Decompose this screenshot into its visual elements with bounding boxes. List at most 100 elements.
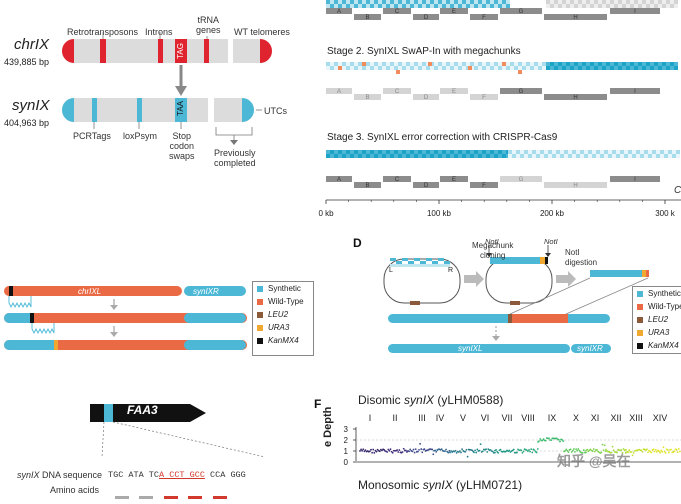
synixl-label: synIXL [458, 344, 483, 353]
chunk-box [440, 176, 468, 182]
chunk-letter: I [634, 177, 636, 183]
chunk-letter: G [519, 177, 524, 183]
left-telomere [62, 39, 74, 63]
chunk-letter: A [337, 9, 341, 15]
legend-swatch [257, 337, 263, 344]
chunk-letter: H [573, 15, 577, 21]
chunk-box [544, 14, 607, 20]
chunk-box [544, 182, 607, 188]
chunk-letter: A [337, 89, 341, 95]
amino-acid-row [115, 486, 245, 499]
chunk-box [610, 176, 660, 182]
noti-label-1: NotI [485, 237, 499, 246]
legend-label: LEU2 [648, 315, 669, 324]
legend-label: LEU2 [268, 310, 289, 319]
chromosome-numeral: IX [548, 413, 557, 423]
pcrtag-mark [92, 98, 97, 122]
axis-tick-label: 200 kb [540, 209, 565, 218]
y-tick-label: 1 [344, 447, 349, 456]
chunk-box [440, 88, 468, 94]
megachunk-tracks: A B C D E F G H I A B C D E F G H I A B C D E F G H I 0 kb 100 kb 200… [318, 0, 681, 218]
synix-bar [62, 98, 252, 122]
chunk-box [544, 94, 607, 100]
plasmid-r: R [448, 267, 453, 274]
chunk-letter: D [424, 15, 429, 21]
retrotransposon-mark [100, 39, 106, 63]
chromosome-numeral: XII [610, 413, 621, 423]
chunk-box [354, 94, 381, 100]
legend-swatch [637, 342, 643, 349]
legend-item: Wild-Type [633, 300, 681, 313]
legend-label: KanMX4 [268, 336, 299, 345]
stage3-title: Stage 3. SynIXL error correction with CR… [327, 132, 558, 143]
chunk-box [326, 8, 352, 14]
watermark: 知乎 @吴在 [557, 453, 631, 469]
chromosome-numeral: XI [591, 413, 600, 423]
synixr-label: synIXR [193, 287, 219, 296]
chunk-letter: E [452, 89, 456, 95]
chunk-box [500, 88, 542, 94]
legend-item: URA3 [253, 321, 313, 334]
y-tick-label: 2 [344, 436, 349, 445]
chunk-letter: H [573, 183, 577, 189]
chunk-box [470, 182, 498, 188]
chunk-letter: A [337, 177, 341, 183]
wt-telomeres-label: WT telomeres [234, 27, 290, 37]
plasmid1-checker [390, 258, 450, 267]
legend-d: Synthetic Wild-Type LEU2 URA3 KanMX4 [632, 286, 681, 354]
chunk-box [326, 88, 352, 94]
chromosome-numeral: I [369, 413, 372, 423]
chromosome-numeral: II [392, 413, 397, 423]
legend-swatch [257, 324, 263, 331]
chunk-box [413, 182, 439, 188]
chunk-letter: F [482, 15, 486, 21]
amino-acids-label: Amino acids [50, 485, 100, 495]
legend-item: Synthetic [253, 282, 313, 295]
legend-swatch [257, 311, 263, 318]
chunk-letter: F [482, 183, 486, 189]
panel-d-letter: D [353, 236, 362, 250]
taa-codon-text: TAA [176, 101, 185, 116]
chromosome-numeral: X [573, 413, 579, 423]
legend-swatch [257, 298, 263, 305]
chunk-letter: B [365, 95, 369, 101]
chromosome-numeral: V [460, 413, 466, 423]
chromosome-numeral: VI [481, 413, 490, 423]
chrixl-label: chrIXL [78, 287, 102, 296]
chunk-letter: F [482, 95, 486, 101]
megachunk-cloning-label: Megachunk cloning [472, 241, 514, 260]
dna-sequence: TGC ATA TCA CCT GCC CCA GGG [108, 470, 246, 480]
chunk-letter: B [365, 15, 369, 21]
chunk-letter: D [424, 183, 429, 189]
tag-codon-text: TAG [176, 43, 185, 59]
legend-c: Synthetic Wild-Type LEU2 URA3 KanMX4 [252, 281, 314, 356]
faa3-label: FAA3 [127, 403, 158, 417]
chromosome-numeral: III [418, 413, 426, 423]
chunk-box [326, 176, 352, 182]
legend-label: Wild-Type [648, 302, 681, 311]
chunk-box [383, 176, 411, 182]
chromosome-numeral: VIII [521, 413, 535, 423]
legend-item: URA3 [633, 326, 681, 339]
y-tick-label: 3 [344, 425, 349, 434]
chunk-box [413, 94, 439, 100]
legend-swatch [637, 290, 643, 297]
chunk-box [413, 14, 439, 20]
chunk-letter: G [519, 9, 524, 15]
legend-label: KanMX4 [648, 341, 679, 350]
plasmid-l: L [389, 267, 393, 274]
faa3-gene-diagram [90, 404, 266, 458]
chunk-box [440, 8, 468, 14]
chunk-box [500, 176, 542, 182]
trna-genes-label: tRNA genes [196, 15, 221, 35]
chunk-letter: E [452, 9, 456, 15]
chrix-bar [62, 39, 272, 63]
chunk-letter: H [573, 95, 577, 101]
axis-tick-label: 300 k [655, 209, 676, 218]
legend-swatch [637, 303, 643, 310]
chunk-box [610, 8, 660, 14]
chunk-box [383, 88, 411, 94]
monosomic-title: Monosomic synIX (yLHM0721) [358, 478, 523, 492]
clipped-letter: C [674, 185, 681, 196]
right-telomere [260, 39, 272, 63]
